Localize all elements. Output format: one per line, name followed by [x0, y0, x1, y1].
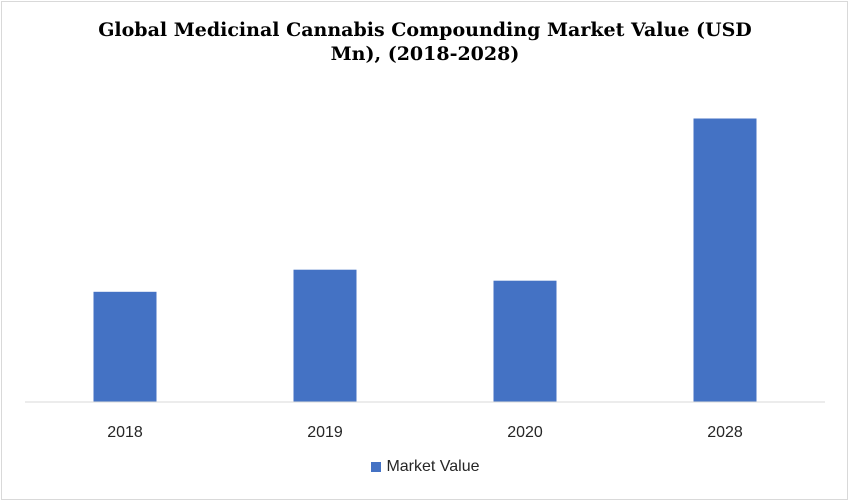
bar-2020	[493, 280, 557, 402]
chart-legend: Market Value	[0, 458, 851, 476]
x-tick-label-2020: 2020	[507, 424, 543, 441]
x-tick-label-2018: 2018	[107, 424, 143, 441]
x-tick-label-2028: 2028	[707, 424, 743, 441]
x-tick-labels: 2018 2019 2020 2028	[107, 424, 743, 441]
bar-2028	[693, 118, 757, 402]
chart-title-line-2: Mn), (2018-2028)	[330, 43, 520, 65]
chart-title-line-1: Global Medicinal Cannabis Compounding Ma…	[98, 19, 752, 41]
bar-2019	[293, 269, 357, 402]
bar-2018	[93, 291, 157, 403]
chart-title: Global Medicinal Cannabis Compounding Ma…	[60, 18, 790, 66]
bar-group	[93, 118, 757, 403]
x-tick-label-2019: 2019	[307, 424, 343, 441]
legend-swatch-market-value	[371, 462, 382, 472]
legend-label-market-value: Market Value	[386, 458, 480, 475]
